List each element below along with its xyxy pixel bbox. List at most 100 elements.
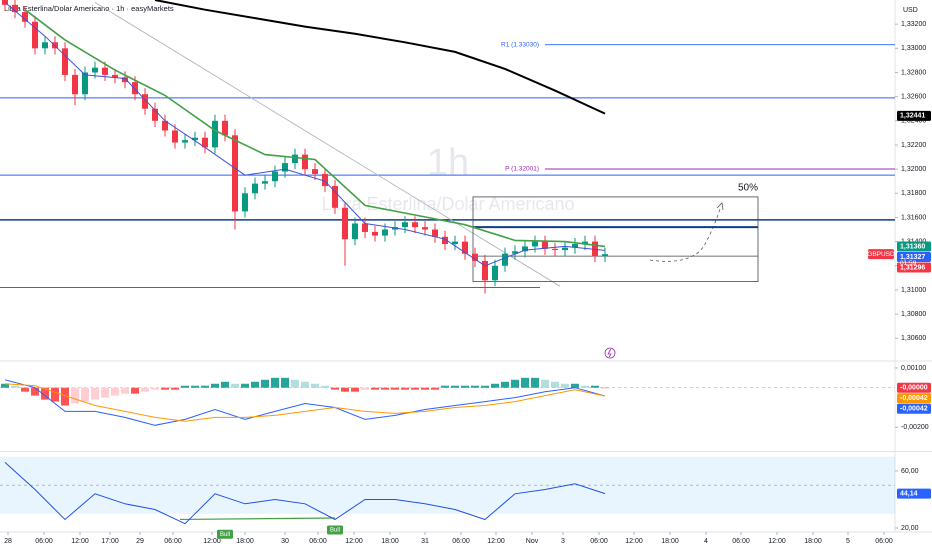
histogram-bar xyxy=(551,381,559,388)
candle-body xyxy=(572,244,578,248)
histogram-bar xyxy=(221,381,229,388)
y-tick-label: 1,30800 xyxy=(901,311,926,318)
x-tick-label: 18:00 xyxy=(236,538,254,545)
x-tick-label: 30 xyxy=(281,538,289,545)
macd-line xyxy=(4,379,606,426)
x-tick-label: 12:00 xyxy=(345,538,363,545)
price-label: 1,31296 xyxy=(900,264,925,271)
candle-body xyxy=(382,229,388,236)
histogram-bar xyxy=(231,383,239,388)
price-label: 1,32441 xyxy=(900,113,925,120)
histogram-bar xyxy=(511,379,519,388)
histogram-bar xyxy=(451,385,459,388)
histogram-bar xyxy=(21,387,29,392)
candle-body xyxy=(172,130,178,143)
moving-average xyxy=(24,9,606,248)
candle-body xyxy=(332,186,338,208)
candle-body xyxy=(512,251,518,254)
histogram-bar xyxy=(261,379,269,388)
histogram-bar xyxy=(491,383,499,388)
candle-body xyxy=(32,21,38,49)
histogram-bar xyxy=(421,387,429,390)
y-tick-label: 1,30600 xyxy=(901,335,926,342)
histogram-bar xyxy=(581,385,589,388)
candle-body xyxy=(412,222,418,228)
histogram-bar xyxy=(411,387,419,390)
candle-body xyxy=(272,171,278,182)
candle-body xyxy=(522,246,528,252)
rsi-line xyxy=(4,462,606,525)
projection-arrowhead xyxy=(716,202,724,211)
moving-average xyxy=(154,0,606,115)
histogram-bar xyxy=(481,385,489,388)
candle-body xyxy=(372,231,378,236)
histogram-bar xyxy=(121,387,129,394)
histogram-bar xyxy=(1,383,9,388)
histogram-bar xyxy=(371,387,379,390)
trendline xyxy=(94,2,561,287)
histogram-bar xyxy=(201,385,209,388)
candle-body xyxy=(242,193,248,212)
candle-body xyxy=(72,74,78,95)
y-tick-label: 1,32000 xyxy=(901,166,926,173)
pivot-label: R1 (1.33030) xyxy=(501,41,539,48)
bull-label: Bull xyxy=(220,532,230,538)
x-tick-label: 06:00 xyxy=(309,538,327,545)
histogram-bar xyxy=(151,387,159,390)
histogram-bar xyxy=(361,387,369,390)
candle-body xyxy=(22,12,28,22)
x-tick-label: 28 xyxy=(4,538,12,545)
histogram-bar xyxy=(31,387,39,396)
candle-body xyxy=(322,173,328,187)
histogram-bar xyxy=(601,387,609,389)
divergence-line xyxy=(179,517,336,521)
histogram-bar xyxy=(591,385,599,388)
histogram-bar xyxy=(111,387,119,396)
pivot-label: P (1.32001) xyxy=(505,166,539,173)
price-label: -0,00042 xyxy=(900,395,928,402)
x-tick-label: 12:00 xyxy=(768,538,786,545)
histogram-bar xyxy=(461,385,469,388)
y-tick-label: 1,32800 xyxy=(901,69,926,76)
candle-body xyxy=(192,137,198,141)
histogram-bar xyxy=(41,387,49,400)
x-tick-label: 06:00 xyxy=(875,538,893,545)
price-label: 44,14 xyxy=(900,490,918,497)
range-box xyxy=(472,196,759,282)
histogram-bar xyxy=(191,385,199,388)
candle-body xyxy=(122,77,128,83)
candle-body xyxy=(402,222,408,228)
histogram-bar xyxy=(161,387,169,390)
histogram-bar xyxy=(571,383,579,388)
candle-body xyxy=(492,265,498,281)
y-tick-label: -0,00200 xyxy=(901,424,929,431)
candle-body xyxy=(152,108,158,121)
candle-body xyxy=(442,236,448,245)
x-tick-label: 06:00 xyxy=(732,538,750,545)
candle-body xyxy=(222,120,228,136)
candle-body xyxy=(42,42,48,49)
bull-label: Bull xyxy=(330,528,340,534)
candle-body xyxy=(182,140,188,143)
histogram-bar xyxy=(171,387,179,390)
candle-body xyxy=(532,241,538,247)
candle-body xyxy=(132,82,138,95)
candle-body xyxy=(82,72,88,95)
histogram-bar xyxy=(71,387,79,404)
price-label-box xyxy=(897,393,931,404)
y-tick-label: 1,32400 xyxy=(901,118,926,125)
x-tick-label: 06:00 xyxy=(452,538,470,545)
candle-body xyxy=(62,48,68,75)
event-icon[interactable] xyxy=(604,347,616,359)
histogram-bar xyxy=(391,387,399,390)
histogram-bar xyxy=(271,377,279,388)
x-tick-label: 12:00 xyxy=(203,538,221,545)
histogram-bar xyxy=(141,387,149,392)
candle-body xyxy=(262,181,268,184)
x-tick-label: 17:00 xyxy=(101,538,119,545)
histogram-bar xyxy=(61,387,69,406)
x-tick-label: 12:00 xyxy=(487,538,505,545)
projection-arrow xyxy=(649,205,722,262)
candle-body xyxy=(212,120,218,148)
